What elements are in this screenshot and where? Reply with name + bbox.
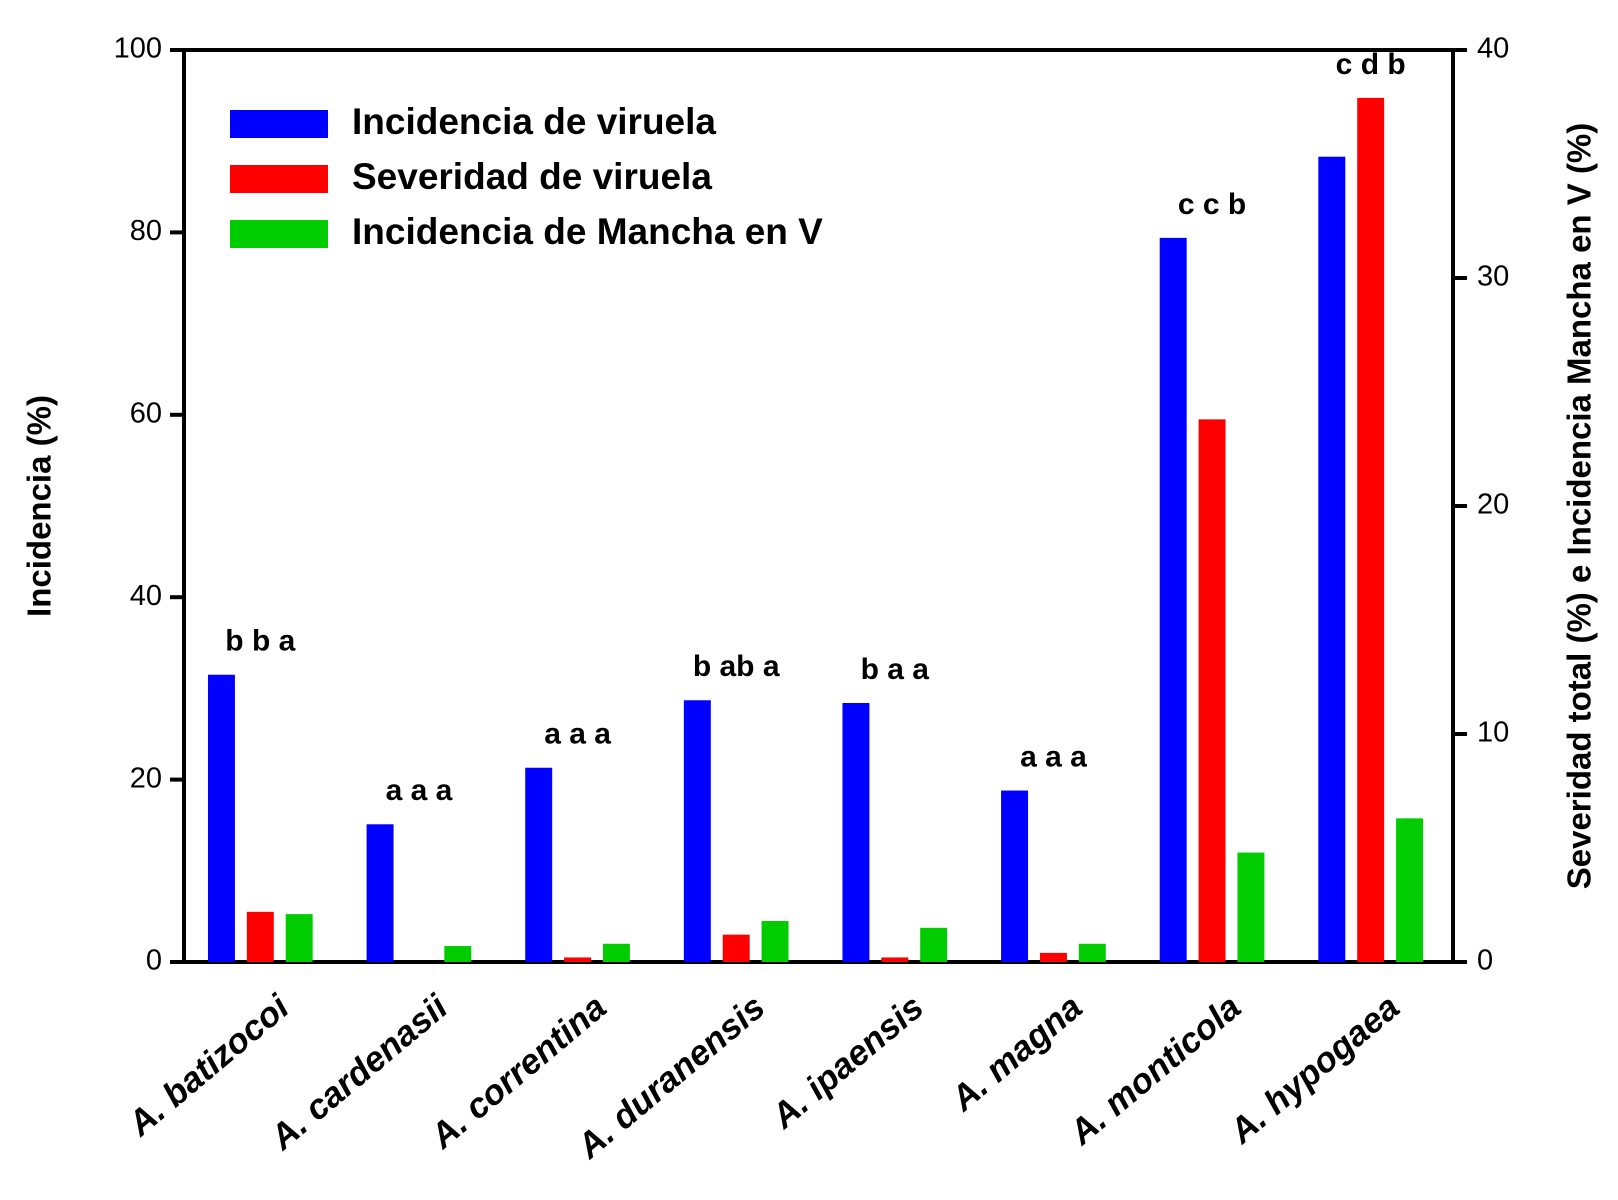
annotation: a a a bbox=[386, 774, 453, 807]
bar bbox=[1039, 952, 1067, 962]
bar bbox=[920, 927, 948, 962]
bar bbox=[207, 674, 235, 962]
y-tick-label: 0 bbox=[146, 945, 162, 977]
legend-swatch bbox=[230, 220, 328, 248]
annotation: c c b bbox=[1178, 188, 1246, 221]
bar bbox=[1396, 818, 1424, 962]
y2-tick-label: 20 bbox=[1477, 489, 1509, 521]
bar bbox=[366, 824, 394, 962]
bar bbox=[842, 702, 870, 962]
bar bbox=[602, 943, 630, 962]
y-tick-label: 100 bbox=[114, 33, 162, 65]
legend-label: Incidencia de Mancha en V bbox=[352, 211, 823, 252]
legend-swatch bbox=[230, 165, 328, 193]
annotation: a a a bbox=[544, 718, 611, 751]
y2-axis-title: Severidad total (%) e Incidencia Mancha … bbox=[1561, 123, 1598, 890]
bar bbox=[246, 911, 274, 962]
x-tick-label: A. ipaensis bbox=[764, 987, 931, 1136]
annotation: a a a bbox=[1020, 740, 1087, 773]
y2-tick-label: 30 bbox=[1477, 261, 1509, 293]
x-tick-label: A. hypogaea bbox=[1222, 987, 1407, 1151]
y-axis-title: Incidencia (%) bbox=[21, 395, 58, 617]
bar bbox=[881, 957, 909, 962]
bar bbox=[1357, 97, 1385, 962]
bar bbox=[1198, 419, 1226, 962]
y2-tick-label: 40 bbox=[1477, 33, 1509, 65]
bar bbox=[761, 920, 789, 962]
x-tick-label: A. magna bbox=[943, 987, 1090, 1119]
annotation: c d b bbox=[1336, 48, 1406, 81]
bar bbox=[1318, 156, 1346, 963]
bar bbox=[1237, 852, 1265, 962]
bar bbox=[1001, 790, 1029, 962]
y-tick-label: 60 bbox=[130, 397, 162, 429]
y2-tick-label: 10 bbox=[1477, 717, 1509, 749]
bar bbox=[1078, 943, 1106, 962]
bar bbox=[1159, 237, 1187, 962]
bar bbox=[683, 700, 711, 962]
legend-label: Severidad de viruela bbox=[352, 156, 712, 197]
annotation: b b a bbox=[225, 625, 295, 658]
legend-swatch bbox=[230, 110, 328, 138]
bar bbox=[444, 946, 472, 962]
y-tick-label: 80 bbox=[130, 215, 162, 247]
y-tick-label: 20 bbox=[130, 762, 162, 794]
y2-tick-label: 0 bbox=[1477, 945, 1493, 977]
annotation: b a a bbox=[861, 653, 930, 686]
legend-label: Incidencia de viruela bbox=[352, 101, 716, 142]
bar bbox=[722, 934, 750, 962]
bar bbox=[564, 957, 592, 962]
y-tick-label: 40 bbox=[130, 580, 162, 612]
bar bbox=[525, 767, 553, 962]
x-tick-label: A. monticola bbox=[1061, 987, 1248, 1153]
annotation: b ab a bbox=[693, 650, 780, 683]
bar bbox=[285, 914, 313, 962]
